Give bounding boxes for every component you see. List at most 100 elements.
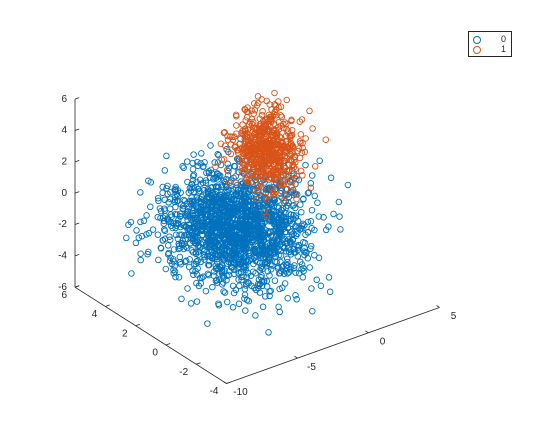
axes — [74, 97, 440, 384]
data-point — [240, 168, 248, 175]
data-point — [255, 284, 262, 292]
data-point — [262, 116, 270, 124]
data-point — [274, 145, 281, 152]
data-point — [229, 133, 236, 141]
data-point — [236, 261, 244, 268]
data-point — [292, 292, 299, 299]
data-point — [299, 139, 306, 147]
data-point — [216, 230, 223, 237]
data-point — [234, 155, 242, 163]
data-point — [192, 203, 200, 211]
data-point — [288, 167, 296, 174]
data-point — [298, 116, 306, 123]
data-point — [326, 288, 334, 296]
data-point — [301, 244, 308, 252]
data-point — [275, 238, 283, 245]
data-point — [289, 162, 296, 170]
data-point — [297, 167, 305, 175]
data-point — [191, 237, 198, 245]
data-point — [277, 158, 284, 166]
data-point — [313, 276, 320, 284]
data-point — [225, 243, 232, 250]
data-point — [193, 298, 201, 305]
data-point — [238, 216, 245, 223]
data-point — [189, 159, 196, 167]
data-point — [216, 218, 223, 226]
data-point — [271, 180, 278, 188]
data-point — [168, 213, 175, 220]
x-tick-mark — [365, 330, 369, 334]
data-point — [287, 240, 294, 247]
data-point — [225, 179, 233, 187]
data-point — [292, 222, 299, 230]
data-point — [196, 220, 203, 227]
data-point — [308, 224, 315, 232]
data-point — [241, 127, 249, 135]
data-point — [292, 269, 299, 276]
data-point — [234, 203, 242, 211]
data-point — [263, 213, 271, 220]
data-point — [320, 214, 327, 221]
series-1-points — [212, 89, 330, 220]
data-point — [184, 285, 191, 292]
data-point — [186, 256, 193, 263]
z-tick-label: -6 — [58, 282, 67, 293]
data-point — [185, 263, 193, 271]
data-point — [255, 139, 262, 147]
data-point — [171, 268, 179, 275]
data-point — [247, 160, 254, 168]
data-point — [241, 190, 248, 198]
data-point — [238, 273, 245, 281]
data-point — [208, 169, 216, 177]
data-point — [290, 249, 298, 256]
data-point — [251, 187, 258, 195]
data-point — [241, 149, 249, 157]
data-point — [176, 231, 183, 238]
data-point — [213, 174, 221, 181]
data-point — [265, 329, 272, 336]
data-point — [283, 255, 291, 263]
data-point — [278, 113, 286, 121]
data-point — [216, 270, 223, 278]
data-point — [189, 267, 196, 275]
data-point — [257, 235, 264, 242]
data-point — [282, 149, 289, 156]
data-point — [302, 135, 309, 142]
data-point — [209, 283, 216, 291]
data-point — [335, 198, 343, 206]
data-point — [307, 180, 315, 187]
x-tick-mark — [223, 381, 227, 384]
data-point — [265, 253, 272, 261]
data-point — [250, 218, 258, 226]
data-point — [270, 227, 277, 234]
data-point — [275, 219, 283, 227]
data-point — [220, 226, 228, 233]
data-point — [221, 202, 229, 210]
data-point — [166, 236, 174, 244]
data-point — [273, 134, 280, 141]
data-point — [208, 203, 216, 211]
data-point — [218, 264, 225, 271]
data-point — [322, 136, 330, 143]
legend[interactable]: 0 1 — [468, 31, 512, 57]
data-point — [221, 289, 229, 296]
z-tick-label: 0 — [61, 188, 67, 199]
data-point — [303, 249, 310, 256]
data-point — [293, 195, 300, 203]
data-point — [317, 282, 325, 290]
data-point — [245, 182, 252, 190]
data-point — [147, 179, 155, 186]
data-point — [260, 208, 268, 216]
data-point — [178, 240, 186, 247]
data-point — [251, 124, 259, 132]
data-point — [301, 148, 309, 156]
data-point — [337, 226, 344, 233]
z-tick-label: -2 — [58, 219, 67, 230]
data-point — [191, 225, 198, 233]
data-point — [231, 192, 238, 199]
data-point — [199, 245, 206, 253]
data-point — [193, 271, 201, 278]
data-point — [234, 149, 242, 156]
data-point — [283, 96, 290, 104]
